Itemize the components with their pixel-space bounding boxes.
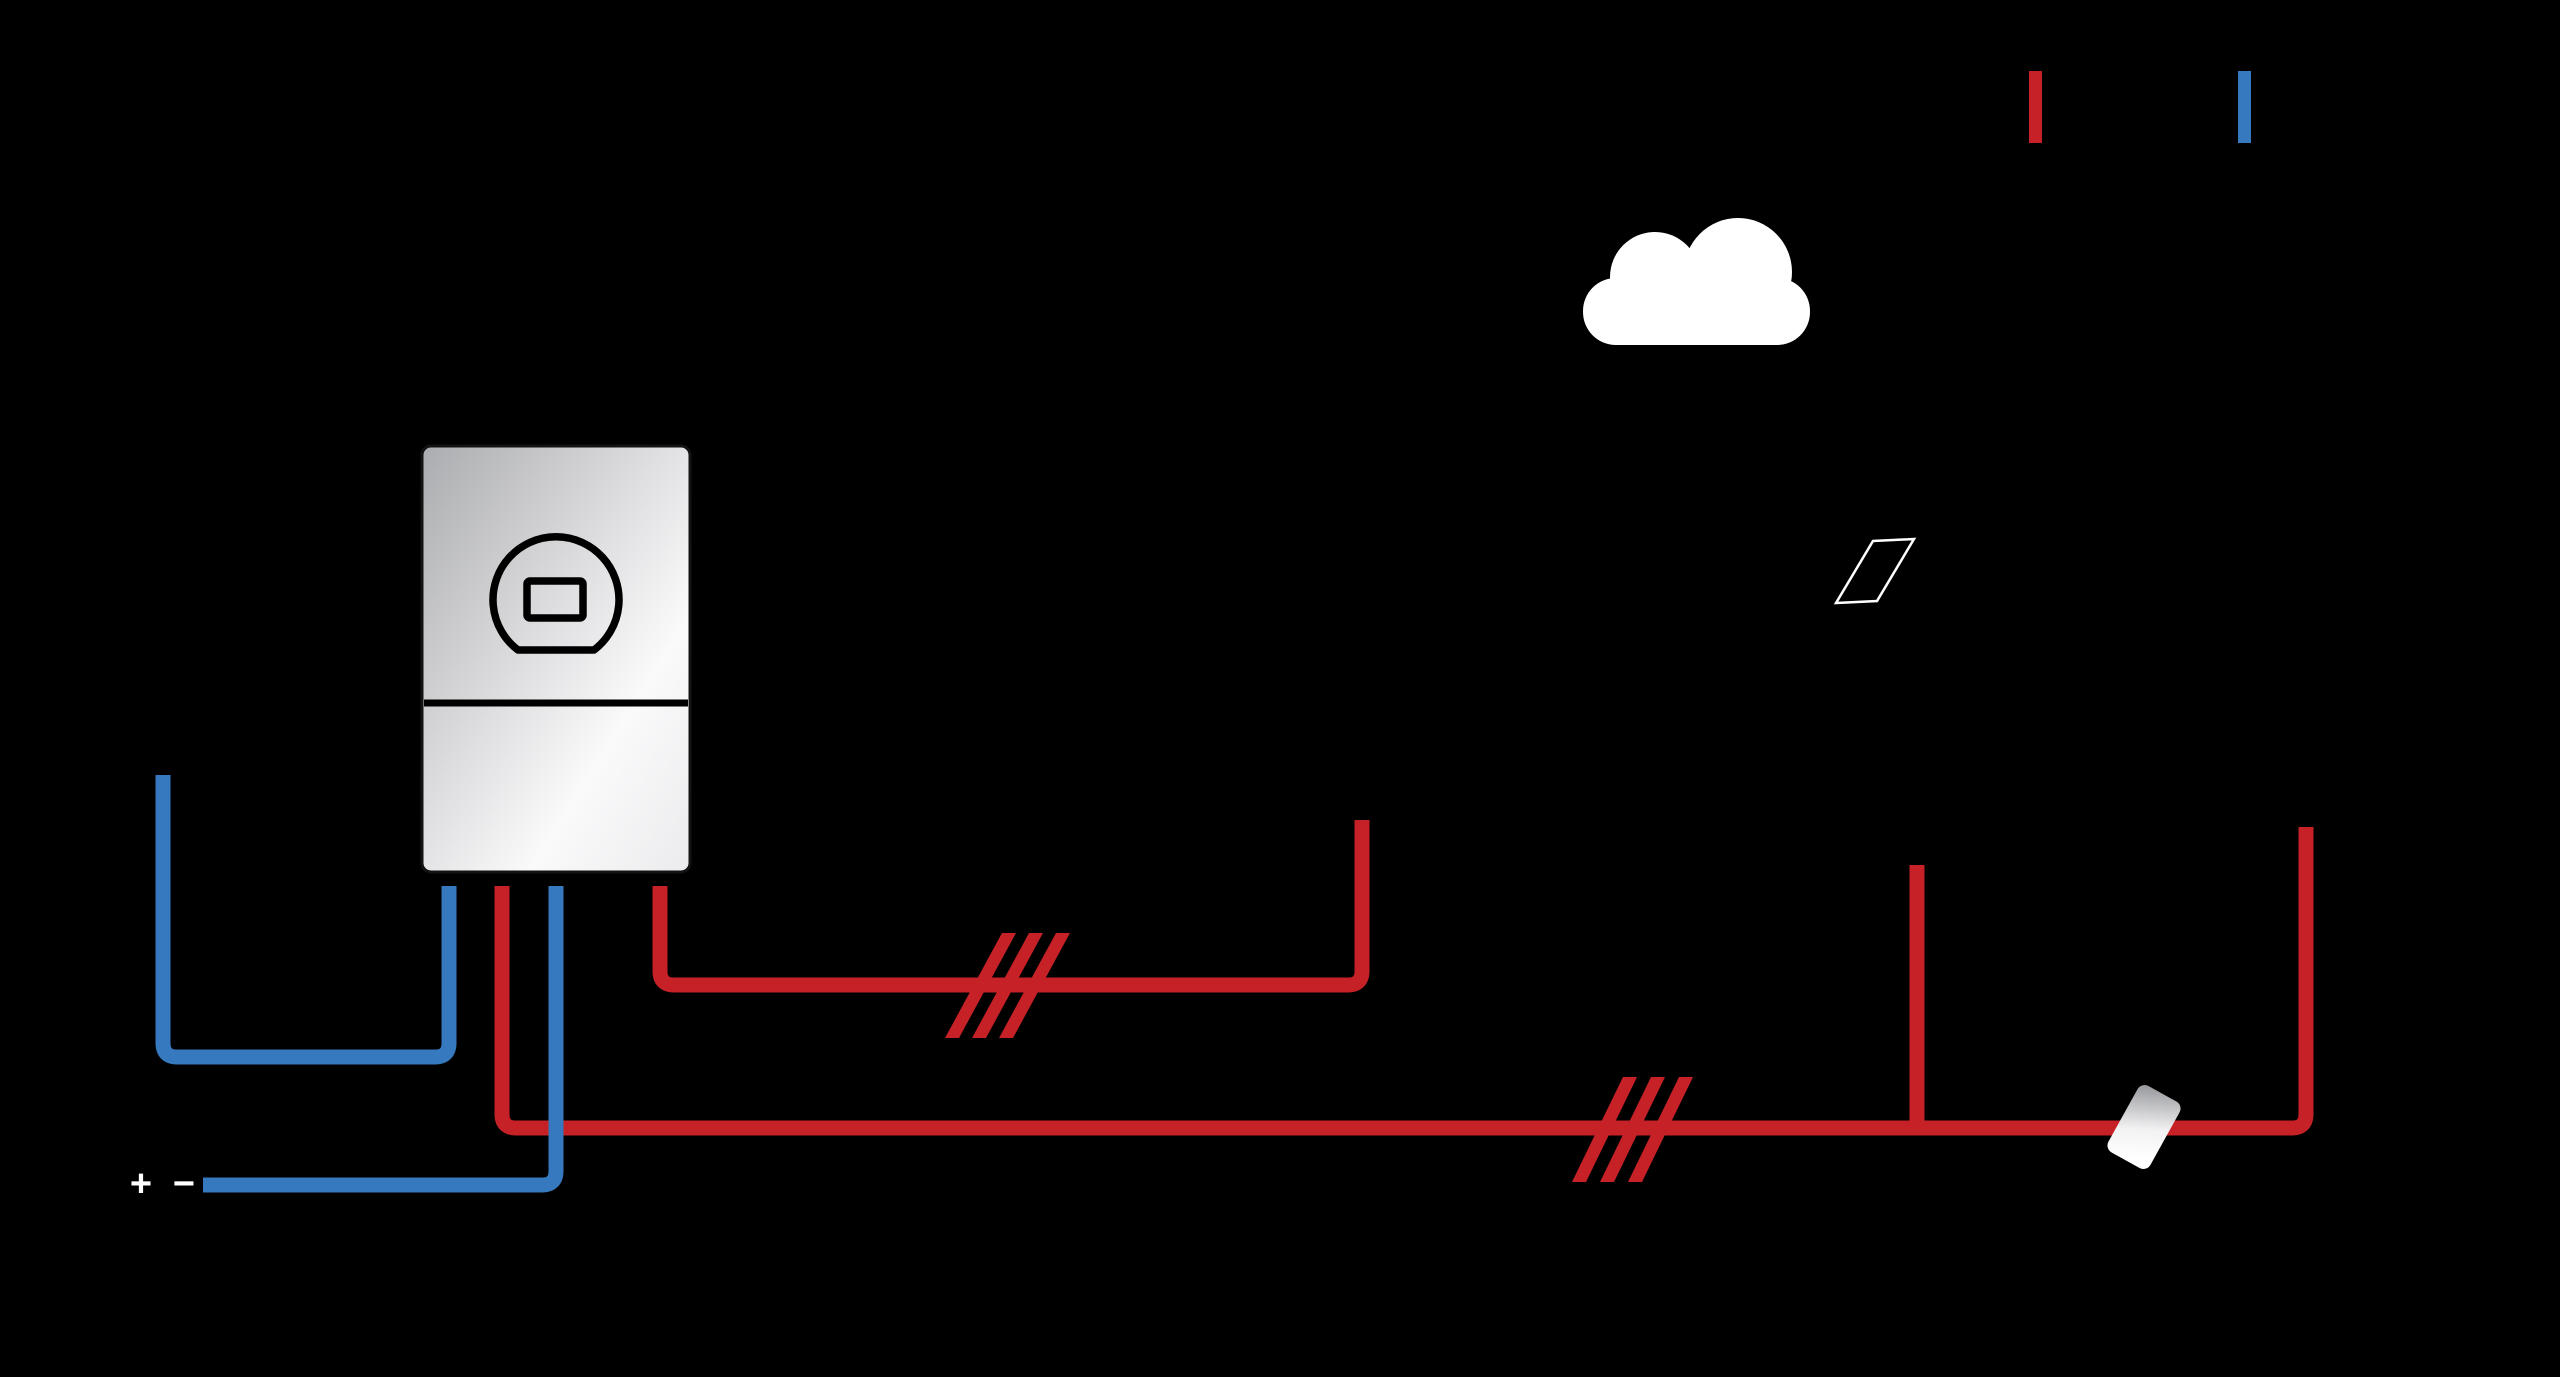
legend — [2029, 71, 2251, 143]
dc-minus-label: − — [173, 1163, 195, 1205]
hatch-bar — [1628, 1077, 1693, 1182]
unit-dial-icon — [489, 533, 623, 654]
hatch-bar — [1572, 1077, 1637, 1182]
legend-hot-swatch — [2029, 71, 2042, 143]
pipe-cold-dc — [203, 886, 564, 1193]
insulation-hatch-long — [1572, 1077, 1693, 1182]
thermostat-panel-icon — [1833, 537, 1917, 605]
pipe-hot-long — [494, 827, 2314, 1136]
pipe-hot-short — [652, 820, 1370, 993]
cloud-base — [1583, 278, 1810, 345]
inline-valve — [2107, 1085, 2181, 1169]
insulation-hatch-short — [945, 933, 1070, 1038]
hatch-bar — [972, 933, 1043, 1038]
heat-pump-unit — [420, 444, 692, 874]
unit-body — [420, 444, 692, 874]
unit-display-icon — [523, 577, 587, 622]
pipe-cold-left — [155, 775, 457, 1065]
hatch-bar — [945, 933, 1016, 1038]
hatch-bar — [1600, 1077, 1665, 1182]
dc-plus-label: + — [130, 1163, 152, 1205]
cloud-icon — [1583, 218, 1810, 345]
legend-cold-swatch — [2238, 71, 2251, 143]
hatch-bar — [999, 933, 1070, 1038]
